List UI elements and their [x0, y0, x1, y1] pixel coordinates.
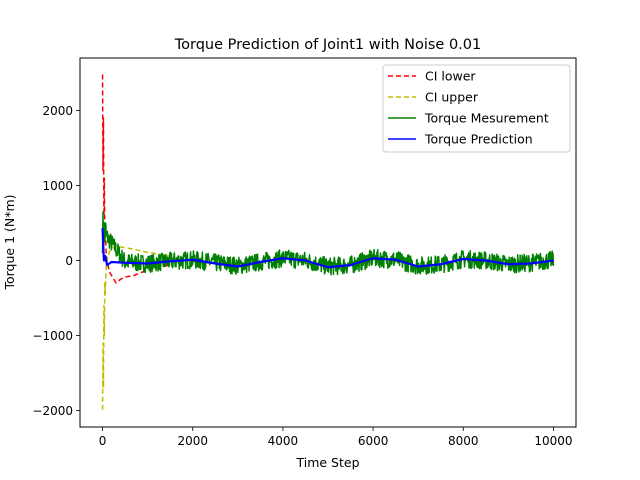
plot-layer: [101, 74, 555, 410]
series-line-ci-upper: [101, 244, 171, 410]
x-tick-label: 10000: [534, 434, 572, 448]
legend: CI lower CI upper Torque Mesurement Torque …: [382, 64, 571, 153]
y-tick-label: −2000: [32, 404, 73, 418]
y-tick-label: −1000: [32, 329, 73, 343]
legend-box: [382, 64, 571, 153]
legend-label-ci-lower: CI lower: [425, 69, 476, 84]
tick-layer: 0 2000 4000 6000 8000 10000 −2000 −1000 0 1000 200…: [32, 104, 572, 448]
y-tick-label: 0: [65, 254, 73, 268]
legend-label-ci-upper: CI upper: [425, 90, 479, 105]
chart-title: Torque Prediction of Joint1 with Noise 0…: [174, 37, 482, 53]
legend-label-torque-mesurement: Torque Mesurement: [424, 111, 549, 126]
y-tick-label: 1000: [42, 179, 73, 193]
x-axis-label: Time Step: [295, 455, 359, 470]
series-line-ci-lower: [101, 74, 171, 284]
x-tick-label: 6000: [358, 434, 389, 448]
y-axis-label: Torque 1 (N*m): [2, 194, 17, 290]
legend-label-torque-prediction: Torque Prediction: [424, 132, 533, 147]
x-tick-label: 8000: [448, 434, 479, 448]
axes-frame: [79, 57, 577, 428]
x-tick-label: 2000: [177, 434, 208, 448]
x-tick-label: 0: [99, 434, 107, 448]
y-tick-label: 2000: [42, 104, 73, 118]
series-line-torque-prediction: [101, 228, 554, 269]
x-tick-label: 4000: [268, 434, 299, 448]
